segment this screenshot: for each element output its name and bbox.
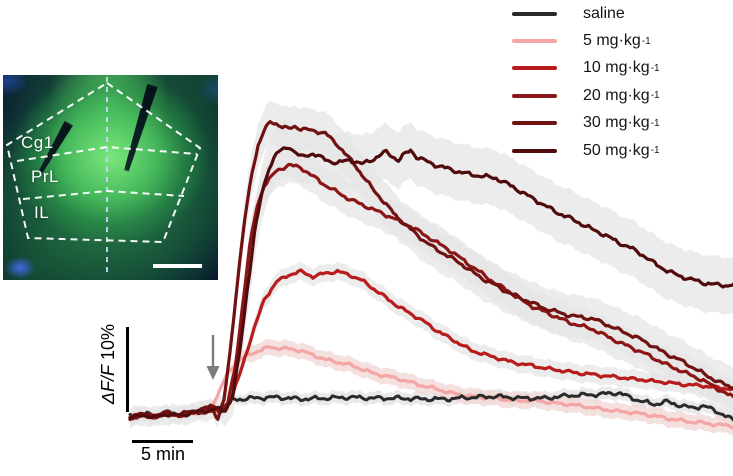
legend-label: 10 mg·kg bbox=[583, 59, 650, 77]
legend-item-10mg: 10 mg·kg -1 bbox=[512, 55, 660, 82]
sem-band-10mg bbox=[130, 261, 733, 421]
legend-label: 20 mg·kg bbox=[583, 86, 650, 104]
y-scalebar-label: ΔF/F 10% bbox=[98, 304, 118, 424]
y-scalebar bbox=[126, 327, 129, 412]
region-label-il: IL bbox=[34, 203, 50, 222]
region-outline-pentagon bbox=[5, 81, 202, 244]
legend-swatch-50mg bbox=[512, 148, 557, 153]
micrograph-image: Cg1 PrL IL bbox=[3, 75, 218, 280]
trace-50mg bbox=[128, 146, 733, 421]
legend-item-20mg: 20 mg·kg -1 bbox=[512, 82, 660, 109]
prl-il-divider-line bbox=[22, 189, 185, 200]
legend-label: saline bbox=[583, 4, 625, 22]
legend: saline 5 mg·kg -1 10 mg·kg -1 20 mg·kg -1 30 mg… bbox=[512, 0, 660, 164]
x-scalebar-label: 5 min bbox=[140, 444, 185, 464]
trace-5mg bbox=[128, 345, 733, 430]
legend-label-sup: -1 bbox=[650, 62, 660, 74]
region-label-prl: PrL bbox=[31, 167, 59, 186]
trace-20mg bbox=[128, 162, 733, 420]
legend-swatch-5mg bbox=[512, 39, 557, 44]
legend-label-sup: -1 bbox=[650, 90, 660, 102]
legend-item-5mg: 5 mg·kg -1 bbox=[512, 27, 660, 54]
trace-30mg bbox=[128, 120, 733, 421]
sem-band-saline bbox=[130, 386, 733, 426]
legend-item-saline: saline bbox=[512, 0, 660, 27]
legend-label-sup: -1 bbox=[641, 35, 651, 47]
y-scalebar-label-rest: 10% bbox=[98, 323, 118, 365]
micrograph-scale-bar bbox=[153, 264, 202, 268]
legend-label: 5 mg·kg bbox=[583, 32, 641, 50]
legend-swatch-30mg bbox=[512, 121, 557, 126]
micrograph-region-outlines bbox=[5, 77, 202, 273]
region-label-cg1: Cg1 bbox=[21, 133, 54, 152]
legend-label: 30 mg·kg bbox=[583, 114, 650, 132]
y-scalebar-label-italic: ΔF/F bbox=[98, 364, 118, 405]
legend-label: 50 mg·kg bbox=[583, 141, 650, 159]
x-scalebar bbox=[132, 440, 193, 443]
sem-band-30mg bbox=[130, 100, 733, 428]
legend-swatch-20mg bbox=[512, 93, 557, 98]
injection-arrow-icon bbox=[206, 335, 220, 380]
legend-item-30mg: 30 mg·kg -1 bbox=[512, 110, 660, 137]
legend-label-sup: -1 bbox=[650, 145, 660, 157]
cg1-prl-divider-line bbox=[16, 145, 198, 162]
legend-item-50mg: 50 mg·kg -1 bbox=[512, 137, 660, 164]
legend-label-sup: -1 bbox=[650, 117, 660, 129]
legend-swatch-10mg bbox=[512, 66, 557, 71]
legend-swatch-saline bbox=[512, 11, 557, 16]
